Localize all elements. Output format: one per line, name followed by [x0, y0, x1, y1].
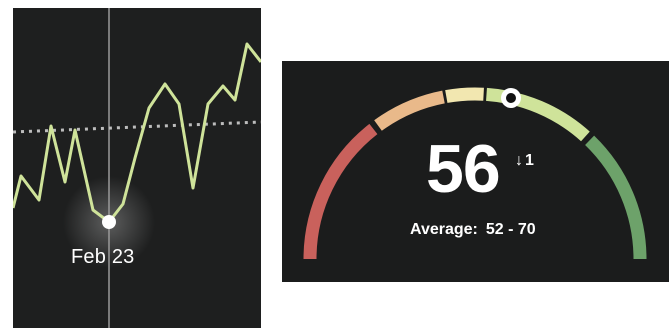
selected-date-label: Feb 23	[71, 246, 135, 268]
score-delta-value: 1	[525, 152, 534, 169]
gauge-marker-center	[505, 92, 516, 103]
gauge-segment-mid-high	[485, 87, 590, 142]
gauge-segment-high	[585, 135, 647, 260]
score-gauge-panel: 56 ↓ 1 Average: 52 - 70	[282, 61, 669, 282]
score-gauge	[303, 87, 647, 260]
selected-point-marker	[102, 215, 116, 229]
score-delta: ↓ 1	[515, 152, 534, 170]
trend-chart-panel: Feb 23	[13, 8, 261, 328]
gauge-segment-mid-low	[374, 90, 445, 131]
baseline-dotted-line	[13, 120, 261, 134]
score-value: 56	[426, 131, 501, 207]
trend-chart	[13, 8, 261, 328]
average-label: Average:	[410, 221, 478, 238]
gauge-tick-0	[369, 119, 383, 136]
arrow-down-icon: ↓	[515, 152, 523, 169]
gauge-segment-mid	[445, 87, 484, 103]
gauge-segment-low	[303, 123, 378, 260]
gauge-tick-1	[580, 130, 595, 146]
average-value: 52 - 70	[485, 221, 536, 238]
average-range: Average: 52 - 70	[410, 221, 536, 239]
trend-line	[13, 42, 261, 224]
